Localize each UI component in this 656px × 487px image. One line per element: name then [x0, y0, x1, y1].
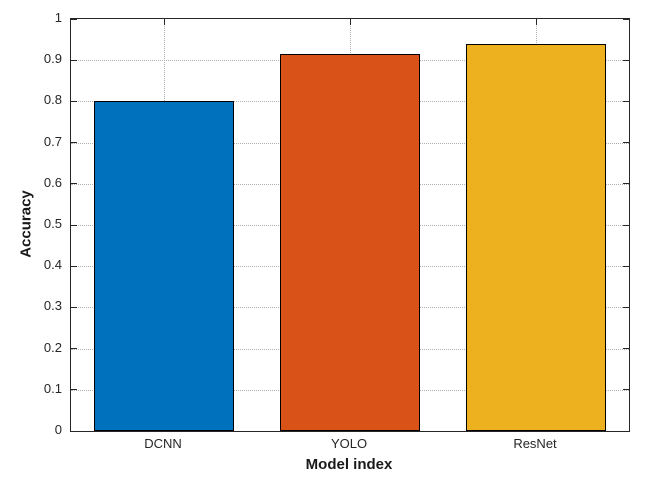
y-tick-label: 0.7 [43, 133, 62, 149]
y-tick-label: 0.3 [43, 298, 62, 314]
y-tick-mark [623, 265, 629, 267]
y-tick-label: 0.8 [43, 92, 62, 108]
y-tick-label: 0.1 [43, 380, 62, 396]
y-tick-mark [71, 142, 77, 144]
x-tick-mark [349, 19, 351, 25]
y-tick-mark [623, 183, 629, 185]
x-tick-mark [535, 19, 537, 25]
y-tick-mark [71, 265, 77, 267]
y-tick-label: 0 [54, 422, 62, 437]
y-tick-mark [71, 59, 77, 61]
bar-resnet [466, 44, 606, 431]
y-tick-mark [71, 183, 77, 185]
y-tick-label: 0.2 [43, 339, 62, 355]
y-tick-label: 0.5 [43, 216, 62, 231]
y-tick-mark [71, 348, 77, 350]
y-tick-mark [623, 142, 629, 144]
bar-dcnn [94, 101, 234, 431]
y-tick-mark [623, 224, 629, 226]
y-tick-label: 1 [54, 10, 62, 25]
x-tick-label: YOLO [330, 436, 368, 451]
bar-yolo [280, 54, 420, 431]
y-tick-label: 0.6 [43, 174, 62, 190]
y-tick-mark [623, 306, 629, 308]
y-tick-mark [623, 430, 629, 432]
y-tick-mark [71, 389, 77, 391]
x-tick-label: ResNet [513, 436, 557, 451]
y-tick-mark [623, 100, 629, 102]
x-tick-label: DCNN [144, 436, 182, 451]
y-tick-mark [623, 18, 629, 20]
y-tick-mark [71, 18, 77, 20]
y-tick-mark [623, 348, 629, 350]
y-tick-mark [71, 100, 77, 102]
x-tick-mark [163, 19, 165, 25]
y-tick-mark [71, 306, 77, 308]
x-axis-title: Model index [305, 456, 393, 473]
y-tick-label: 0.4 [43, 257, 62, 273]
y-tick-label: 0.9 [43, 51, 62, 67]
y-tick-mark [71, 430, 77, 432]
y-tick-mark [71, 224, 77, 226]
y-tick-mark [623, 59, 629, 61]
plot-area [70, 18, 630, 432]
y-tick-mark [623, 389, 629, 391]
